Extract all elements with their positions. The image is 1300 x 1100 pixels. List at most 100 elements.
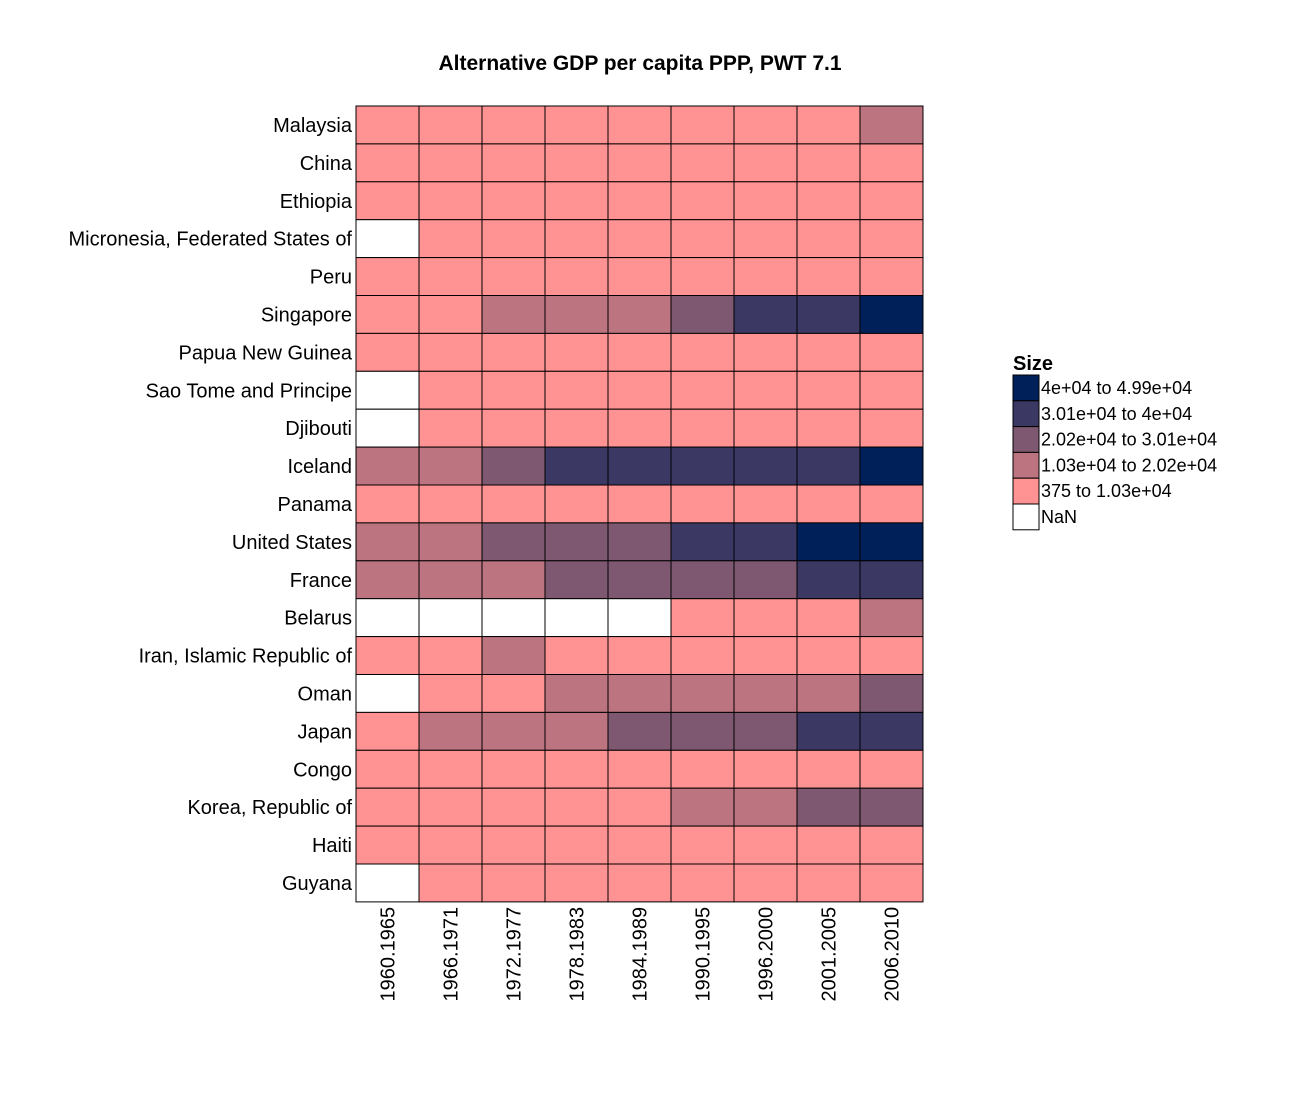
heatmap-cell (355, 143, 420, 183)
row-label: Micronesia, Federated States of (69, 229, 353, 251)
heatmap-cell (859, 143, 924, 183)
heatmap-cell (670, 674, 735, 713)
heatmap-cell (544, 863, 609, 903)
heatmap-cell (733, 332, 798, 372)
heatmap-cell (355, 598, 420, 638)
heatmap-cell (481, 219, 546, 259)
heatmap-cell (859, 446, 924, 486)
heatmap-cell (355, 370, 420, 410)
heatmap-cell (733, 863, 798, 903)
heatmap-cell (859, 711, 924, 751)
heatmap-cell (418, 598, 483, 638)
heatmap-cell (544, 219, 609, 259)
row-label: China (300, 153, 353, 175)
heatmap-cell (607, 181, 672, 221)
heatmap-cell (733, 143, 798, 183)
heatmap-cell (670, 560, 735, 600)
heatmap-cell (607, 484, 672, 524)
heatmap-cell (607, 446, 672, 486)
heatmap-cell (481, 674, 546, 713)
heatmap-cell (796, 711, 861, 751)
legend-label: 1.03e+04 to 2.02e+04 (1041, 455, 1217, 475)
heatmap-cell (544, 370, 609, 410)
legend-swatch (1012, 451, 1040, 479)
heatmap-cell (670, 636, 735, 675)
heatmap-cell (544, 408, 609, 448)
heatmap-cell (418, 295, 483, 334)
heatmap-cell (418, 484, 483, 524)
heatmap-cell (355, 560, 420, 600)
legend-label: NaN (1041, 507, 1077, 527)
legend-items: 4e+04 to 4.99e+04 3.01e+04 to 4e+04 2.02e+… (1012, 374, 1217, 531)
legend: Size 4e+04 to 4.99e+04 3.01e+04 to 4e+04 2… (1012, 353, 1217, 531)
legend-swatch (1012, 503, 1040, 531)
column-label: 1972.1977 (504, 907, 526, 1002)
row-label: Haiti (312, 835, 352, 857)
heatmap-cell (355, 825, 420, 865)
heatmap-cell (418, 143, 483, 183)
heatmap-cell (544, 674, 609, 713)
heatmap-cell (544, 257, 609, 297)
heatmap-cell (733, 295, 798, 334)
heatmap-cell (670, 295, 735, 334)
heatmap-cell (544, 787, 609, 827)
heatmap-cell (796, 257, 861, 297)
heatmap-cell (733, 522, 798, 562)
heatmap-cell (418, 787, 483, 827)
heatmap-cell (481, 522, 546, 562)
heatmap-cell (544, 522, 609, 562)
heatmap-cell (481, 636, 546, 675)
heatmap-cell (481, 484, 546, 524)
heatmap-cell (355, 674, 420, 713)
heatmap-cell (418, 257, 483, 297)
heatmap-cell (859, 863, 924, 903)
heatmap-cell (733, 636, 798, 675)
heatmap-cell (607, 105, 672, 145)
heatmap-cell (670, 787, 735, 827)
legend-swatch (1012, 374, 1040, 402)
heatmap-cell (355, 749, 420, 789)
heatmap-cell (481, 370, 546, 410)
heatmap-cell (670, 484, 735, 524)
heatmap-cell (607, 143, 672, 183)
heatmap-cell (544, 560, 609, 600)
heatmap-cell (733, 181, 798, 221)
heatmap-cell (607, 787, 672, 827)
heatmap-cell (544, 484, 609, 524)
heatmap-cell (607, 370, 672, 410)
heatmap-cell (733, 560, 798, 600)
heatmap-cell (670, 598, 735, 638)
heatmap-cell (481, 257, 546, 297)
heatmap-cell (670, 711, 735, 751)
heatmap-cell (544, 598, 609, 638)
column-label: 1984.1989 (630, 907, 652, 1002)
heatmap-cell (418, 636, 483, 675)
heatmap-cell (355, 219, 420, 259)
heatmap-cell (670, 446, 735, 486)
heatmap-cell (607, 863, 672, 903)
heatmap-cell (355, 636, 420, 675)
heatmap-cell (796, 787, 861, 827)
heatmap-cell (796, 446, 861, 486)
row-label: Guyana (282, 873, 353, 895)
heatmap-cell (859, 219, 924, 259)
heatmap-cell (796, 825, 861, 865)
heatmap-cell (544, 711, 609, 751)
heatmap-cell (355, 181, 420, 221)
heatmap-cell (859, 295, 924, 334)
row-label: Panama (278, 494, 353, 516)
heatmap-cell (418, 370, 483, 410)
heatmap-cell (670, 219, 735, 259)
heatmap-cell (733, 105, 798, 145)
heatmap-cell (859, 749, 924, 789)
heatmap-cell (796, 332, 861, 372)
heatmap-cell (796, 674, 861, 713)
heatmap-cell (859, 370, 924, 410)
row-labels: Malaysia China Ethiopia Micronesia, Federat… (69, 115, 353, 895)
heatmap-cells (355, 105, 924, 903)
heatmap-cell (796, 370, 861, 410)
row-label: Japan (298, 721, 353, 743)
heatmap-cell (607, 636, 672, 675)
heatmap-cell (355, 446, 420, 486)
row-label: Peru (310, 267, 352, 289)
